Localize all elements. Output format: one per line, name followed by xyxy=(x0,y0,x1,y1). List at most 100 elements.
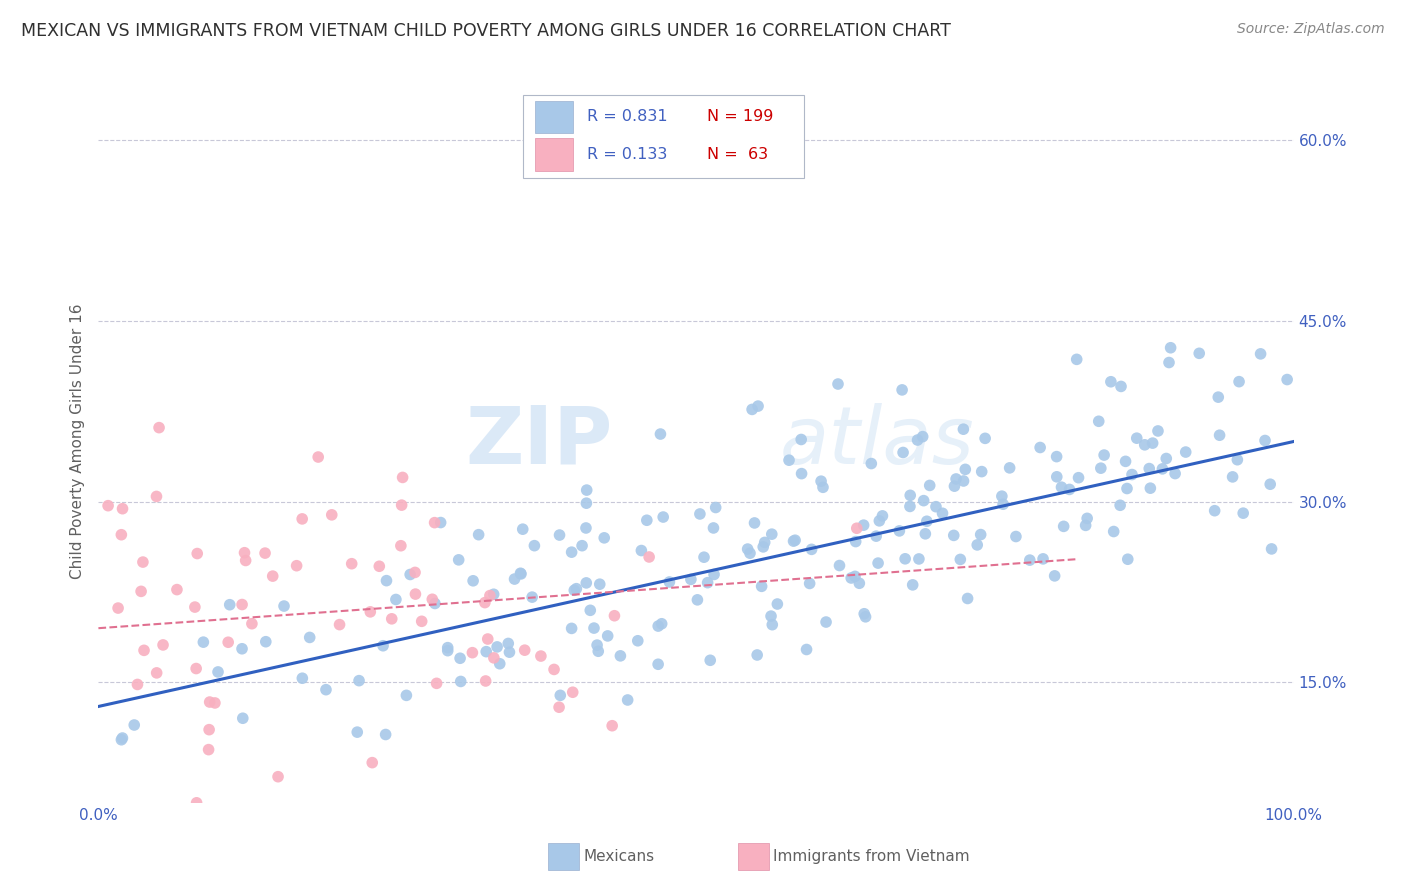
Point xyxy=(240,616,263,631)
Point xyxy=(1204,504,1226,518)
Point xyxy=(815,615,838,629)
Point xyxy=(589,577,612,591)
Point xyxy=(799,576,821,591)
Text: N = 199: N = 199 xyxy=(707,109,773,124)
Point xyxy=(1139,481,1161,495)
Point xyxy=(426,676,449,690)
Point xyxy=(1116,482,1139,496)
Point xyxy=(449,651,471,665)
Point xyxy=(1147,424,1170,438)
Point xyxy=(198,723,221,737)
Point xyxy=(232,711,254,725)
Point xyxy=(423,516,446,530)
Point xyxy=(785,533,807,548)
Point xyxy=(860,457,883,471)
Point xyxy=(385,592,408,607)
Point xyxy=(974,431,997,445)
Point xyxy=(548,528,571,542)
Point xyxy=(1250,347,1272,361)
Point xyxy=(647,657,669,672)
Point xyxy=(193,635,215,649)
Point xyxy=(1164,467,1187,481)
Text: ZIP: ZIP xyxy=(465,402,613,481)
Point xyxy=(565,582,588,596)
Point xyxy=(1050,480,1073,494)
Point xyxy=(942,528,965,542)
Point xyxy=(759,609,782,624)
Point xyxy=(420,592,443,607)
Point xyxy=(848,576,870,591)
Point xyxy=(1046,470,1069,484)
Point xyxy=(907,433,929,447)
Point xyxy=(132,555,155,569)
Point xyxy=(1222,470,1244,484)
Point xyxy=(368,559,391,574)
Point xyxy=(810,474,832,488)
Point xyxy=(658,574,681,589)
Point xyxy=(1099,375,1122,389)
Point xyxy=(346,725,368,739)
Point xyxy=(586,644,609,658)
Point xyxy=(411,615,433,629)
Point xyxy=(391,498,413,512)
Point xyxy=(911,429,934,443)
Point xyxy=(204,696,226,710)
Point xyxy=(901,578,924,592)
Point xyxy=(474,596,496,610)
Point xyxy=(530,648,553,663)
Point xyxy=(399,567,422,582)
Point xyxy=(1090,461,1112,475)
Point xyxy=(486,640,509,654)
Point xyxy=(145,665,167,680)
Point xyxy=(766,597,789,611)
Point xyxy=(790,433,813,447)
Point xyxy=(1109,498,1132,512)
Point xyxy=(184,600,207,615)
Point xyxy=(475,645,498,659)
Point xyxy=(1206,390,1229,404)
Point xyxy=(562,583,585,598)
Y-axis label: Child Poverty Among Girls Under 16: Child Poverty Among Girls Under 16 xyxy=(69,304,84,579)
Point xyxy=(1154,451,1177,466)
Point xyxy=(827,377,849,392)
Point xyxy=(845,521,868,535)
Point xyxy=(703,567,725,582)
Point xyxy=(561,621,583,635)
Point xyxy=(498,645,520,659)
Point xyxy=(1188,346,1211,360)
Point xyxy=(307,450,329,464)
Point xyxy=(111,731,134,745)
Point xyxy=(1059,483,1081,497)
Point xyxy=(395,689,418,703)
Point xyxy=(129,584,152,599)
Point xyxy=(970,465,993,479)
Point xyxy=(1032,552,1054,566)
Point xyxy=(699,653,721,667)
Point xyxy=(404,587,426,601)
Point xyxy=(811,480,834,494)
Point xyxy=(689,507,711,521)
Point xyxy=(404,566,426,580)
Point xyxy=(998,461,1021,475)
Point xyxy=(1116,552,1139,566)
Point xyxy=(1076,511,1098,525)
Point xyxy=(679,572,702,586)
Point xyxy=(1208,428,1230,442)
Point xyxy=(548,700,571,714)
Point xyxy=(575,496,598,510)
Point xyxy=(561,545,583,559)
Point xyxy=(328,617,350,632)
Point xyxy=(955,462,977,476)
Point xyxy=(1074,518,1097,533)
Point xyxy=(782,534,804,549)
Point xyxy=(543,662,565,676)
Point xyxy=(652,510,675,524)
Point xyxy=(1137,461,1160,475)
Point xyxy=(510,566,533,581)
Point xyxy=(461,574,484,588)
Point xyxy=(918,478,941,492)
Point xyxy=(166,582,188,597)
Point xyxy=(571,539,593,553)
Point xyxy=(844,569,866,583)
Point xyxy=(914,526,936,541)
